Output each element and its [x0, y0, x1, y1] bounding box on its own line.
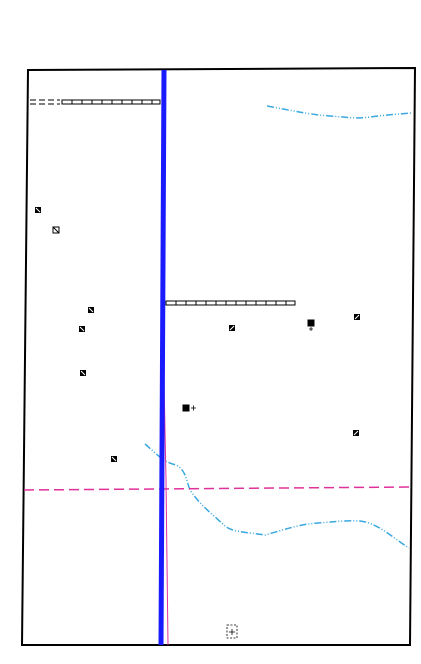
- stream-south: [144, 443, 410, 549]
- map-frame: [20, 66, 417, 646]
- building-icon: [182, 404, 196, 412]
- building-icon: [80, 370, 86, 376]
- benchmark-icon: [226, 624, 238, 639]
- building-icons: [35, 207, 360, 462]
- building-icon: [79, 326, 85, 332]
- railroad-northwest: [30, 99, 161, 105]
- building-icon: [307, 319, 315, 331]
- blue-highway: [158, 69, 167, 646]
- magenta-dashed-boundary: [23, 486, 411, 491]
- building-icon: [354, 314, 360, 320]
- building-icon: [88, 307, 94, 313]
- building-icon: [353, 430, 359, 436]
- stream-northeast: [266, 105, 413, 119]
- building-icon: [229, 325, 235, 331]
- railroad-center: [165, 300, 296, 306]
- building-icon: [35, 207, 41, 213]
- building-icon: [111, 456, 117, 462]
- building-icon: [52, 226, 60, 234]
